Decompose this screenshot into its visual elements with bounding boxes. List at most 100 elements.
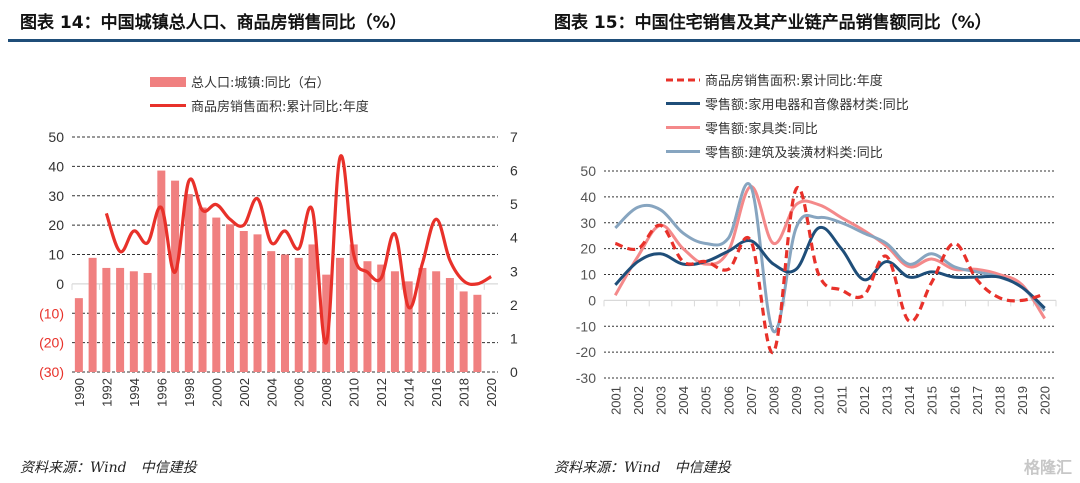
left-tick-label: 10	[48, 247, 64, 263]
title-rule	[8, 39, 540, 42]
x-tick-label: 2003	[654, 386, 669, 415]
bar-urban-population	[349, 244, 358, 372]
bar-urban-population	[404, 281, 413, 372]
bar-urban-population	[390, 271, 399, 372]
x-tick-label: 2001	[608, 386, 623, 415]
y-tick-label: -10	[576, 318, 596, 334]
x-tick-label: 2020	[1038, 386, 1053, 415]
bar-urban-population	[308, 244, 317, 372]
left-tick-label: (20)	[39, 335, 64, 351]
x-tick-label: 2006	[721, 386, 736, 415]
left-tick-label: 0	[56, 276, 64, 292]
right-tick-label: 7	[510, 129, 518, 145]
x-tick-label: 2011	[834, 386, 849, 414]
line-appliances	[614, 225, 1046, 310]
bar-urban-population	[432, 271, 441, 372]
legend-label: 零售额:家用电器和音像器材类:同比	[705, 98, 909, 113]
x-tick-label: 2010	[347, 378, 362, 407]
x-tick-label: 2018	[457, 378, 472, 407]
x-tick-label: 1994	[127, 378, 142, 407]
left-tick-label: 40	[48, 158, 64, 174]
bar-urban-population	[377, 264, 386, 372]
y-tick-label: -20	[576, 344, 596, 360]
left-tick-label: (10)	[39, 305, 64, 321]
x-tick-label: 1992	[99, 378, 114, 407]
legend-item-furniture: 零售额:家具类:同比	[666, 118, 818, 137]
bar-urban-population	[129, 271, 138, 372]
chart-15-source: 资料来源：Wind 中信建投	[554, 460, 731, 476]
x-tick-label: 2019	[1015, 386, 1030, 415]
x-tick-label: 2014	[402, 378, 417, 407]
x-tick-label: 2016	[947, 386, 962, 415]
steel-line-swatch-icon	[666, 150, 700, 153]
x-tick-label: 2008	[767, 386, 782, 415]
bar-urban-population	[102, 267, 111, 372]
right-tick-label: 4	[510, 230, 518, 246]
bar-urban-population	[418, 267, 427, 372]
title-rule	[540, 39, 1080, 42]
x-tick-label: 2018	[993, 386, 1008, 415]
bar-urban-population	[294, 257, 303, 372]
bar-urban-population	[116, 267, 125, 372]
legend-item-building-materials: 零售额:建筑及装潢材料类:同比	[666, 142, 883, 161]
chart-15-title: 图表 15：中国住宅销售及其产业链产品销售额同比（%）	[554, 13, 992, 33]
bar-urban-population	[88, 257, 97, 372]
legend-item-line: 商品房销售面积:累计同比:年度	[150, 96, 369, 115]
x-tick-label: 2017	[970, 386, 985, 415]
x-tick-label: 2009	[789, 386, 804, 415]
x-tick-label: 2012	[857, 386, 872, 415]
right-tick-label: 6	[510, 163, 518, 179]
bar-urban-population	[253, 234, 262, 372]
x-tick-label: 1990	[72, 378, 87, 407]
line-sales-area	[614, 185, 1046, 354]
legend-label: 零售额:家具类:同比	[705, 122, 818, 137]
x-tick-label: 2016	[429, 378, 444, 407]
left-tick-label: 20	[48, 217, 64, 233]
navy-line-swatch-icon	[666, 102, 700, 105]
x-tick-label: 2005	[699, 386, 714, 415]
bar-urban-population	[281, 254, 289, 372]
right-tick-label: 3	[510, 263, 518, 279]
bar-urban-population	[239, 231, 248, 372]
pink-line-swatch-icon	[666, 126, 700, 129]
x-tick-label: 2006	[292, 378, 307, 407]
x-tick-label: 1996	[154, 378, 169, 407]
bar-urban-population	[445, 278, 454, 372]
bar-urban-population	[198, 207, 207, 372]
legend-label: 商品房销售面积:累计同比:年度	[191, 100, 369, 115]
bar-urban-population	[74, 298, 83, 372]
legend-label: 总人口:城镇:同比（右）	[191, 76, 330, 91]
x-tick-label: 2002	[237, 378, 252, 407]
line-furniture	[614, 185, 1046, 320]
chart-14-source: 资料来源：Wind 中信建投	[20, 460, 197, 476]
right-tick-label: 2	[510, 297, 518, 313]
right-tick-label: 1	[510, 330, 518, 346]
x-tick-label: 2013	[880, 386, 895, 415]
left-tick-label: 30	[48, 188, 64, 204]
y-tick-label: 10	[580, 267, 596, 283]
legend-label: 商品房销售面积:累计同比:年度	[705, 74, 883, 89]
bar-swatch-icon	[150, 76, 186, 87]
right-tick-label: 5	[510, 196, 518, 212]
legend-label: 零售额:建筑及装潢材料类:同比	[705, 146, 883, 161]
bar-urban-population	[157, 170, 166, 372]
y-tick-label: 50	[580, 163, 596, 179]
bar-urban-population	[226, 224, 235, 372]
right-tick-label: 0	[510, 364, 518, 380]
x-tick-label: 2004	[676, 386, 691, 415]
bar-urban-population	[184, 194, 193, 372]
dashed-line-swatch-icon	[666, 78, 700, 81]
x-tick-label: 2012	[374, 378, 389, 407]
x-tick-label: 2015	[925, 386, 940, 415]
y-tick-label: 30	[580, 215, 596, 231]
left-tick-label: (30)	[39, 364, 64, 380]
bar-urban-population	[267, 251, 276, 372]
left-tick-label: 50	[48, 129, 64, 145]
y-tick-label: -30	[576, 370, 596, 386]
x-tick-label: 2010	[812, 386, 827, 415]
bar-urban-population	[363, 261, 372, 372]
bar-urban-population	[143, 272, 152, 372]
bar-urban-population	[322, 274, 331, 372]
